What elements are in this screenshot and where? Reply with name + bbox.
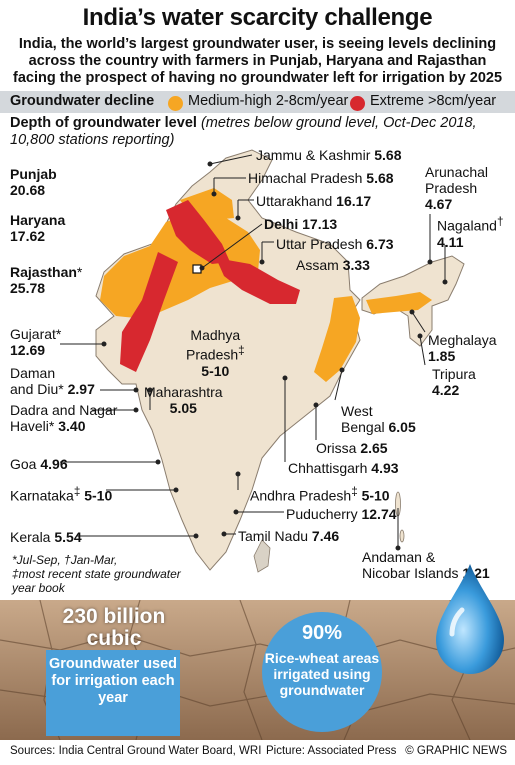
page-subtitle: India, the world’s largest groundwater u… bbox=[12, 36, 503, 86]
stat-box bbox=[46, 650, 180, 736]
depth-title: Depth of groundwater level bbox=[10, 115, 197, 131]
medium-high-zone-northeast bbox=[366, 292, 432, 314]
label-madhya-pradesh: Madhya Pradesh‡ 5-10 bbox=[186, 327, 245, 379]
label-daman-diu: Daman and Diu* 2.97 bbox=[10, 365, 95, 397]
india-map bbox=[60, 149, 465, 573]
label-goa: Goa 4.96 bbox=[10, 456, 68, 472]
page-title: India’s water scarcity challenge bbox=[82, 4, 433, 31]
medium-high-zone-northwest bbox=[100, 210, 260, 318]
label-kerala: Kerala 5.54 bbox=[10, 529, 82, 545]
label-nagaland: Nagaland† 4.11 bbox=[437, 215, 504, 250]
credits-picture: Picture: Associated Press bbox=[266, 745, 397, 757]
extreme-swatch bbox=[350, 96, 365, 111]
leader-meghalaya bbox=[411, 311, 426, 333]
leader-delhi bbox=[201, 223, 263, 269]
legend-title: Groundwater decline bbox=[10, 93, 155, 109]
credits-sources: Sources: India Central Ground Water Boar… bbox=[10, 745, 262, 757]
medium-high-zone-east bbox=[314, 296, 360, 382]
medium-high-swatch bbox=[168, 96, 183, 111]
sri-lanka bbox=[253, 539, 271, 573]
stat-circle bbox=[262, 612, 382, 732]
label-chhattisgarh: Chhattisgarh 4.93 bbox=[288, 460, 399, 476]
label-maharashtra: Maharashtra 5.05 bbox=[144, 384, 223, 416]
medium-high-label: Medium-high 2-8cm/year bbox=[188, 93, 349, 109]
label-punjab: Punjab 20.68 bbox=[10, 166, 57, 198]
label-himachal: Himachal Pradesh 5.68 bbox=[248, 170, 394, 186]
credits-brand: © GRAPHIC NEWS bbox=[405, 745, 507, 757]
label-tamil-nadu: Tamil Nadu 7.46 bbox=[238, 528, 340, 544]
label-andhra-pradesh: Andhra Pradesh‡ 5-10 bbox=[250, 485, 390, 504]
label-gujarat: Gujarat* 12.69 bbox=[10, 326, 62, 358]
legend-bar bbox=[0, 91, 515, 113]
footnote: *Jul-Sep, †Jan-Mar, ‡most recent state g… bbox=[12, 553, 181, 595]
label-jammu-kashmir: Jammu & Kashmir 5.68 bbox=[256, 147, 402, 163]
extreme-zone-gangetic bbox=[216, 258, 300, 304]
extreme-zone-gujarat bbox=[120, 252, 178, 372]
label-west-bengal: West Bengal 6.05 bbox=[341, 403, 416, 435]
label-rajasthan: Rajasthan* 25.78 bbox=[10, 264, 83, 296]
label-andaman: Andaman & Nicobar Islands 1.21 bbox=[362, 549, 490, 581]
extreme-zone-northwest bbox=[166, 200, 230, 264]
nicobar-islands bbox=[399, 529, 405, 543]
leader-westbengal bbox=[334, 369, 343, 401]
stat-circle-text: Rice-wheat areas irrigated using groundw… bbox=[264, 650, 380, 698]
label-dadra: Dadra and Nagar Haveli* 3.40 bbox=[10, 402, 118, 434]
label-arunachal: Arunachal Pradesh 4.67 bbox=[425, 164, 489, 212]
extreme-label: Extreme >8cm/year bbox=[370, 93, 497, 109]
stat-percent: 90% bbox=[301, 622, 343, 644]
label-uttarakhand: Uttarakhand 16.17 bbox=[256, 193, 372, 209]
label-puducherry: Puducherry 12.74 bbox=[286, 506, 397, 522]
label-uttar-pradesh: Uttar Pradesh 6.73 bbox=[276, 236, 394, 252]
leader-tripura bbox=[419, 335, 426, 366]
label-delhi: Delhi 17.13 bbox=[264, 216, 338, 232]
leader-jammu bbox=[209, 154, 253, 165]
depth-note: Depth of groundwater level (metres below… bbox=[10, 115, 477, 148]
label-assam: Assam 3.33 bbox=[296, 257, 370, 273]
stat-box-text: Groundwater used for irrigation each yea… bbox=[48, 656, 178, 706]
leader-lines bbox=[60, 154, 448, 551]
label-meghalaya: Meghalaya 1.85 bbox=[428, 332, 497, 364]
label-karnataka: Karnataka‡ 5-10 bbox=[10, 485, 113, 504]
label-tripura: Tripura 4.22 bbox=[432, 366, 476, 398]
label-haryana: Haryana 17.62 bbox=[10, 212, 66, 244]
label-orissa: Orissa 2.65 bbox=[316, 440, 388, 456]
water-drop-icon bbox=[436, 564, 504, 674]
